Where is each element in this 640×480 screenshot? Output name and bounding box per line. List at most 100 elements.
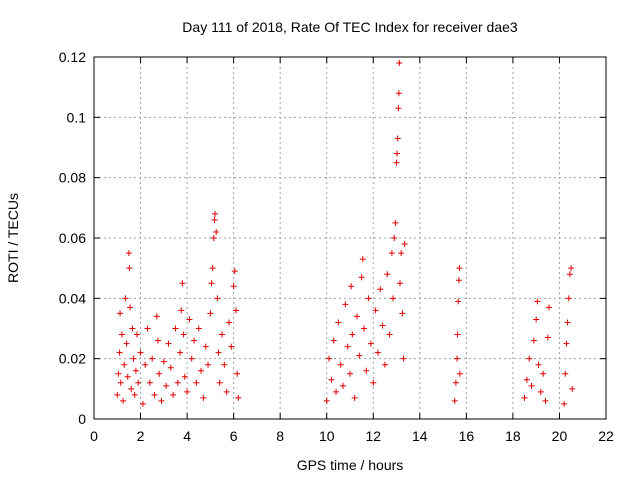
x-tick-labels: 0 2 4 6 8 10 12 14 16 18 20 22	[90, 428, 614, 444]
data-point	[117, 379, 124, 386]
data-point	[124, 373, 131, 380]
y-tick-label: 0.02	[59, 351, 86, 367]
data-point	[454, 355, 461, 362]
data-point	[370, 379, 377, 386]
data-point	[565, 295, 572, 302]
data-point	[523, 376, 530, 383]
data-point	[228, 343, 235, 350]
data-point	[205, 361, 212, 368]
x-tick-label: 16	[459, 428, 475, 444]
data-point	[530, 337, 537, 344]
x-tick-label: 18	[505, 428, 521, 444]
data-point	[356, 352, 363, 359]
data-point	[545, 304, 552, 311]
data-point	[177, 349, 184, 356]
data-point	[221, 361, 228, 368]
data-point	[129, 325, 136, 332]
data-point	[386, 331, 393, 338]
data-point	[342, 301, 349, 308]
data-point	[335, 319, 342, 326]
data-point	[333, 388, 340, 395]
data-point	[381, 361, 388, 368]
data-point	[211, 216, 218, 223]
x-tick-label: 14	[412, 428, 428, 444]
x-axis-label: GPS time / hours	[297, 457, 404, 473]
data-point	[330, 337, 337, 344]
data-point	[139, 400, 146, 407]
data-point	[167, 364, 174, 371]
data-point	[564, 319, 571, 326]
x-tick-label: 10	[319, 428, 335, 444]
data-point	[568, 265, 575, 272]
data-point	[165, 340, 172, 347]
data-point	[126, 265, 133, 272]
data-point	[561, 400, 568, 407]
data-point	[351, 394, 358, 401]
data-point	[394, 135, 401, 142]
data-point	[116, 349, 123, 356]
data-point	[198, 367, 205, 374]
data-point	[569, 385, 576, 392]
data-point	[390, 295, 397, 302]
data-point	[193, 379, 200, 386]
data-point	[326, 355, 333, 362]
data-point	[526, 355, 533, 362]
x-tick-label: 4	[183, 428, 191, 444]
data-point	[146, 379, 153, 386]
data-point	[400, 355, 407, 362]
y-axis-label: ROTI / TECUs	[5, 193, 21, 283]
data-point	[142, 361, 149, 368]
data-point	[455, 277, 462, 284]
data-point	[456, 370, 463, 377]
data-point	[128, 385, 135, 392]
y-tick-label: 0.04	[59, 290, 86, 306]
data-point	[374, 349, 381, 356]
data-point	[359, 256, 366, 263]
y-tick-label: 0.12	[59, 49, 86, 65]
data-point	[372, 307, 379, 314]
data-point	[178, 307, 185, 314]
data-point	[188, 355, 195, 362]
data-point	[172, 325, 179, 332]
data-point	[202, 343, 209, 350]
data-point	[186, 316, 193, 323]
x-tick-label: 12	[365, 428, 381, 444]
data-point	[230, 283, 237, 290]
x-tick-label: 2	[137, 428, 145, 444]
x-tick-label: 6	[230, 428, 238, 444]
data-point	[455, 298, 462, 305]
grid-lines	[94, 57, 606, 419]
data-point	[377, 286, 384, 293]
data-point	[115, 370, 122, 377]
data-point	[542, 397, 549, 404]
data-point	[340, 382, 347, 389]
data-point	[365, 295, 372, 302]
data-point	[231, 268, 238, 275]
data-point	[399, 310, 406, 317]
data-point	[135, 379, 142, 386]
x-tick-label: 20	[552, 428, 568, 444]
data-point	[379, 322, 386, 329]
data-point	[401, 241, 408, 248]
data-point	[170, 391, 177, 398]
y-tick-label: 0.1	[67, 109, 87, 125]
data-point	[216, 379, 223, 386]
data-point	[125, 250, 132, 257]
data-point	[235, 394, 242, 401]
data-point	[180, 331, 187, 338]
data-point	[212, 210, 219, 217]
data-point	[127, 304, 134, 311]
data-point	[384, 271, 391, 278]
data-point	[134, 331, 141, 338]
data-point	[131, 391, 138, 398]
data-point	[200, 394, 207, 401]
data-points	[114, 60, 576, 407]
data-point	[156, 370, 163, 377]
data-point	[454, 331, 461, 338]
data-point	[363, 367, 370, 374]
data-point	[209, 265, 216, 272]
data-point	[395, 105, 402, 112]
data-point	[160, 358, 167, 365]
data-point	[144, 325, 151, 332]
data-point	[191, 337, 198, 344]
